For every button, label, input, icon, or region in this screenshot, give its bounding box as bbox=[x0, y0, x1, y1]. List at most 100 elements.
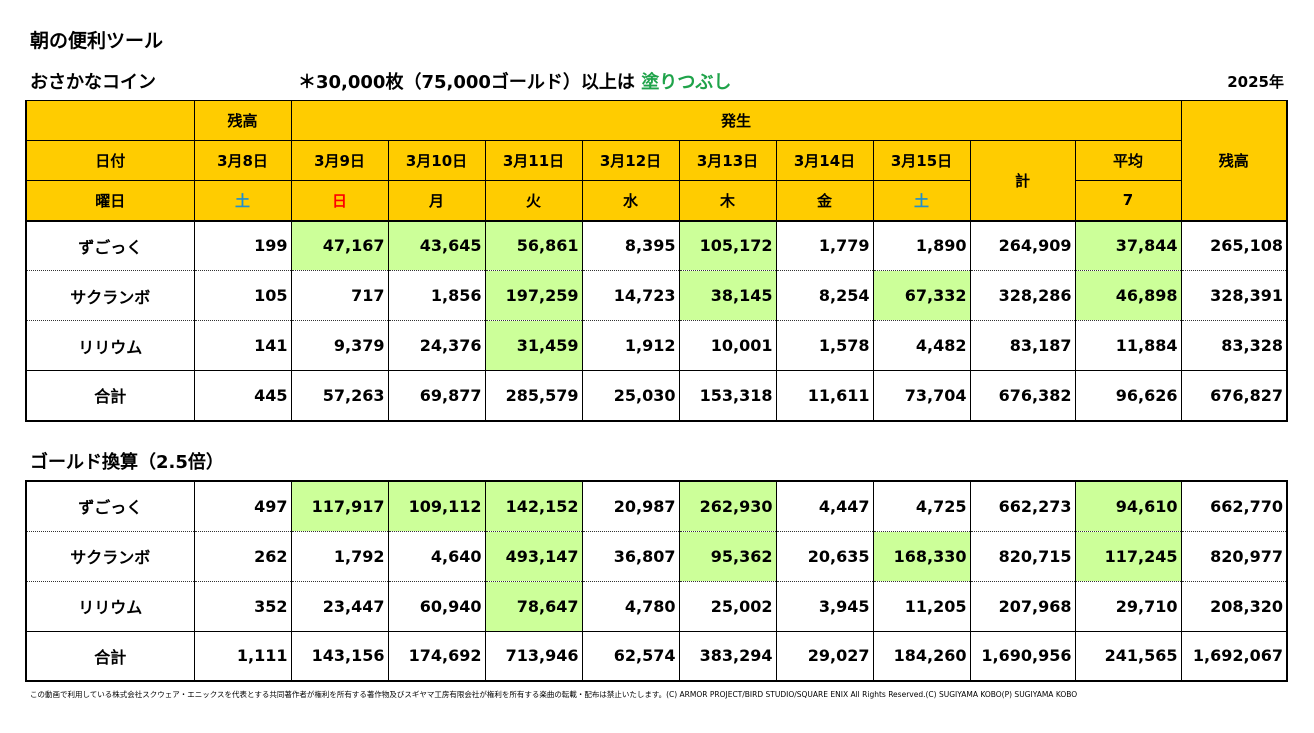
day-cell: 火 bbox=[484, 180, 583, 221]
value-cell: 11,884 bbox=[1074, 320, 1182, 371]
date-cell: 3月12日 bbox=[581, 140, 680, 181]
row-label: サクランボ bbox=[25, 270, 195, 321]
value-cell: 46,898 bbox=[1074, 270, 1182, 321]
value-cell: 1,792 bbox=[290, 531, 389, 582]
value-cell: 497 bbox=[193, 480, 292, 532]
value-cell: 105 bbox=[193, 270, 292, 321]
value-cell: 31,459 bbox=[484, 320, 583, 371]
value-cell: 56,861 bbox=[484, 219, 583, 271]
value-cell: 29,027 bbox=[775, 630, 874, 682]
value-cell: 1,779 bbox=[775, 219, 874, 271]
value-cell: 174,692 bbox=[387, 630, 486, 682]
value-cell: 14,723 bbox=[581, 270, 680, 321]
date-cell: 3月14日 bbox=[775, 140, 874, 181]
copyright-notice: この動画で利用している株式会社スクウェア・エニックスを代表とする共同著作者が権利… bbox=[30, 690, 1078, 699]
value-cell: 83,187 bbox=[969, 320, 1076, 371]
value-cell: 4,640 bbox=[387, 531, 486, 582]
value-cell: 676,382 bbox=[969, 370, 1076, 422]
page-title: 朝の便利ツール bbox=[30, 30, 164, 52]
value-cell: 95,362 bbox=[678, 531, 777, 582]
day-cell: 金 bbox=[775, 180, 874, 221]
value-cell: 94,610 bbox=[1074, 480, 1182, 532]
value-cell: 820,977 bbox=[1180, 531, 1288, 582]
coin-table: 残高 発生 残高 日付 3月8日 3月9日 3月10日 3月11日 3月12日 … bbox=[25, 100, 1288, 422]
day-cell: 土 bbox=[193, 180, 292, 221]
value-cell: 241,565 bbox=[1074, 630, 1182, 682]
date-cell: 3月11日 bbox=[484, 140, 583, 181]
value-cell: 36,807 bbox=[581, 531, 680, 582]
value-cell: 9,379 bbox=[290, 320, 389, 371]
day-cell: 月 bbox=[387, 180, 486, 221]
value-cell: 493,147 bbox=[484, 531, 583, 582]
value-cell: 24,376 bbox=[387, 320, 486, 371]
row-label: ずごっく bbox=[25, 219, 195, 271]
header-heikin: 平均 bbox=[1074, 140, 1182, 181]
note-text: ＊30,000枚（75,000ゴールド）以上は bbox=[298, 72, 635, 93]
value-cell: 713,946 bbox=[484, 630, 583, 682]
row-label: 合計 bbox=[25, 370, 195, 422]
value-cell: 207,968 bbox=[969, 581, 1076, 632]
row-label: サクランボ bbox=[25, 531, 195, 582]
value-cell: 38,145 bbox=[678, 270, 777, 321]
date-cell: 3月9日 bbox=[290, 140, 389, 181]
value-cell: 20,987 bbox=[581, 480, 680, 532]
value-cell: 57,263 bbox=[290, 370, 389, 422]
value-cell: 8,254 bbox=[775, 270, 874, 321]
highlight-note: ＊30,000枚（75,000ゴールド）以上は 塗りつぶし bbox=[298, 68, 731, 94]
value-cell: 197,259 bbox=[484, 270, 583, 321]
value-cell: 4,482 bbox=[872, 320, 971, 371]
coin-row: サクランボ 105 717 1,856 197,259 14,723 38,145 8,254… bbox=[25, 270, 1288, 321]
value-cell: 73,704 bbox=[872, 370, 971, 422]
day-cell: 土 bbox=[872, 180, 971, 221]
value-cell: 262 bbox=[193, 531, 292, 582]
value-cell: 3,945 bbox=[775, 581, 874, 632]
value-cell: 83,328 bbox=[1180, 320, 1288, 371]
value-cell: 1,111 bbox=[193, 630, 292, 682]
header-zandaka: 残高 bbox=[193, 100, 292, 141]
coin-rows: ずごっく 199 47,167 43,645 56,861 8,395 105,172 1,7… bbox=[25, 219, 1288, 422]
gold-row: サクランボ 262 1,792 4,640 493,147 36,807 95,362 20,… bbox=[25, 531, 1288, 582]
header-hassei: 発生 bbox=[290, 100, 1182, 141]
value-cell: 285,579 bbox=[484, 370, 583, 422]
value-cell: 383,294 bbox=[678, 630, 777, 682]
header-blank bbox=[25, 100, 195, 141]
value-cell: 717 bbox=[290, 270, 389, 321]
value-cell: 445 bbox=[193, 370, 292, 422]
value-cell: 23,447 bbox=[290, 581, 389, 632]
value-cell: 1,578 bbox=[775, 320, 874, 371]
coin-row: ずごっく 199 47,167 43,645 56,861 8,395 105,172 1,7… bbox=[25, 219, 1288, 271]
date-cell: 3月13日 bbox=[678, 140, 777, 181]
value-cell: 662,770 bbox=[1180, 480, 1288, 532]
value-cell: 60,940 bbox=[387, 581, 486, 632]
value-cell: 25,002 bbox=[678, 581, 777, 632]
value-cell: 168,330 bbox=[872, 531, 971, 582]
gold-rows: ずごっく 497 117,917 109,112 142,152 20,987 262,93… bbox=[25, 480, 1288, 682]
value-cell: 25,030 bbox=[581, 370, 680, 422]
value-cell: 8,395 bbox=[581, 219, 680, 271]
value-cell: 1,690,956 bbox=[969, 630, 1076, 682]
value-cell: 143,156 bbox=[290, 630, 389, 682]
header-row-dates: 日付 3月8日 3月9日 3月10日 3月11日 3月12日 3月13日 3月1… bbox=[25, 140, 1287, 221]
gold-row: ずごっく 497 117,917 109,112 142,152 20,987 262,93… bbox=[25, 480, 1288, 532]
header-row-top: 残高 発生 残高 bbox=[25, 100, 1288, 221]
value-cell: 11,611 bbox=[775, 370, 874, 422]
value-cell: 4,780 bbox=[581, 581, 680, 632]
note-highlight-word: 塗りつぶし bbox=[641, 72, 732, 93]
value-cell: 11,205 bbox=[872, 581, 971, 632]
value-cell: 328,391 bbox=[1180, 270, 1288, 321]
header-heikin-days: 7 bbox=[1074, 180, 1182, 221]
gold-total-row: 合計 1,111 143,156 174,692 713,946 62,574 383,29… bbox=[25, 630, 1288, 682]
value-cell: 47,167 bbox=[290, 219, 389, 271]
header-kei: 計 bbox=[969, 140, 1076, 221]
value-cell: 199 bbox=[193, 219, 292, 271]
value-cell: 109,112 bbox=[387, 480, 486, 532]
value-cell: 265,108 bbox=[1180, 219, 1288, 271]
value-cell: 352 bbox=[193, 581, 292, 632]
gold-row: リリウム 352 23,447 60,940 78,647 4,780 25,002 3,94… bbox=[25, 581, 1288, 632]
value-cell: 208,320 bbox=[1180, 581, 1288, 632]
gold-table: ずごっく 497 117,917 109,112 142,152 20,987 262,93… bbox=[25, 480, 1288, 682]
value-cell: 37,844 bbox=[1074, 219, 1182, 271]
value-cell: 153,318 bbox=[678, 370, 777, 422]
value-cell: 1,890 bbox=[872, 219, 971, 271]
date-cell: 3月15日 bbox=[872, 140, 971, 181]
